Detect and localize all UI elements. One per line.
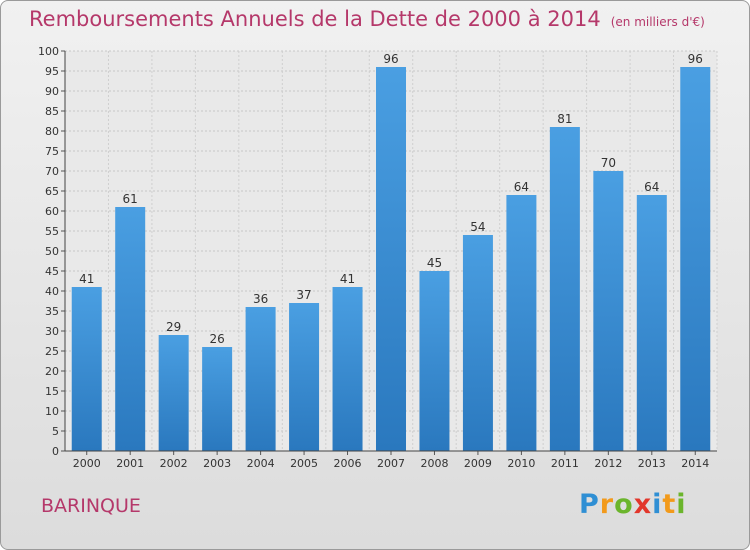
y-tick-label: 40 — [45, 285, 59, 298]
y-tick-label: 100 — [38, 45, 59, 58]
y-tick-label: 70 — [45, 165, 59, 178]
x-tick-label: 2009 — [464, 457, 492, 470]
x-tick-label: 2003 — [203, 457, 231, 470]
x-tick-label: 2000 — [73, 457, 101, 470]
bar — [332, 287, 363, 451]
x-tick-label: 2004 — [247, 457, 275, 470]
x-tick-label: 2010 — [507, 457, 535, 470]
bar-value-label: 64 — [514, 180, 529, 194]
y-tick-label: 85 — [45, 105, 59, 118]
x-tick-label: 2008 — [420, 457, 448, 470]
y-tick-label: 0 — [52, 445, 59, 458]
unit-label: (en milliers d'€) — [610, 15, 705, 29]
bar-value-label: 70 — [601, 156, 616, 170]
title-text: Remboursements Annuels de la Dette de 20… — [29, 7, 601, 31]
logo-letter: t — [662, 489, 677, 520]
chart-title: Remboursements Annuels de la Dette de 20… — [29, 7, 705, 31]
x-tick-label: 2011 — [551, 457, 579, 470]
proxiti-logo: Proxiti — [579, 489, 687, 520]
bar-value-label: 64 — [644, 180, 659, 194]
bar-value-label: 37 — [296, 288, 311, 302]
bar — [593, 171, 624, 451]
y-tick-label: 25 — [45, 345, 59, 358]
bar — [506, 195, 537, 451]
bar — [549, 127, 580, 451]
y-tick-label: 65 — [45, 185, 59, 198]
bar-value-label: 54 — [470, 220, 485, 234]
logo-letter: o — [614, 489, 634, 520]
commune-name: BARINQUE — [41, 495, 141, 517]
bar-value-label: 29 — [166, 320, 181, 334]
bar — [376, 67, 406, 451]
y-tick-label: 75 — [45, 145, 59, 158]
bar — [680, 67, 711, 451]
y-tick-label: 95 — [45, 65, 59, 78]
x-tick-label: 2001 — [116, 457, 144, 470]
bar — [71, 287, 102, 451]
x-tick-label: 2012 — [594, 457, 622, 470]
y-tick-label: 30 — [45, 325, 59, 338]
bar-value-label: 61 — [123, 192, 138, 206]
bar-value-label: 41 — [79, 272, 94, 286]
y-tick-label: 90 — [45, 85, 59, 98]
bar-value-label: 41 — [340, 272, 355, 286]
logo-letter: P — [579, 489, 600, 520]
bar — [419, 271, 450, 451]
x-tick-label: 2014 — [681, 457, 709, 470]
y-tick-label: 10 — [45, 405, 59, 418]
y-tick-label: 5 — [52, 425, 59, 438]
bar — [202, 347, 233, 451]
x-tick-label: 2013 — [638, 457, 666, 470]
bar — [158, 335, 189, 451]
bar — [289, 303, 320, 451]
bar — [115, 207, 146, 451]
logo-letter: i — [652, 489, 663, 520]
bar-value-label: 96 — [688, 52, 703, 66]
y-tick-label: 60 — [45, 205, 59, 218]
x-tick-label: 2002 — [160, 457, 188, 470]
x-tick-label: 2005 — [290, 457, 318, 470]
bar — [636, 195, 667, 451]
x-tick-label: 2007 — [377, 457, 405, 470]
y-tick-label: 80 — [45, 125, 59, 138]
logo-letter: x — [633, 489, 653, 520]
logo-letter: r — [599, 489, 615, 520]
bar — [462, 235, 493, 451]
y-tick-label: 55 — [45, 225, 59, 238]
x-tick-label: 2006 — [334, 457, 362, 470]
bar — [245, 307, 276, 451]
y-tick-label: 15 — [45, 385, 59, 398]
bar-value-label: 96 — [383, 52, 398, 66]
bar-value-label: 36 — [253, 292, 268, 306]
y-tick-label: 50 — [45, 245, 59, 258]
logo-letter: i — [676, 489, 687, 520]
bar-value-label: 81 — [557, 112, 572, 126]
bar-value-label: 45 — [427, 256, 442, 270]
y-tick-label: 35 — [45, 305, 59, 318]
y-tick-label: 20 — [45, 365, 59, 378]
y-tick-label: 45 — [45, 265, 59, 278]
bar-value-label: 26 — [209, 332, 224, 346]
